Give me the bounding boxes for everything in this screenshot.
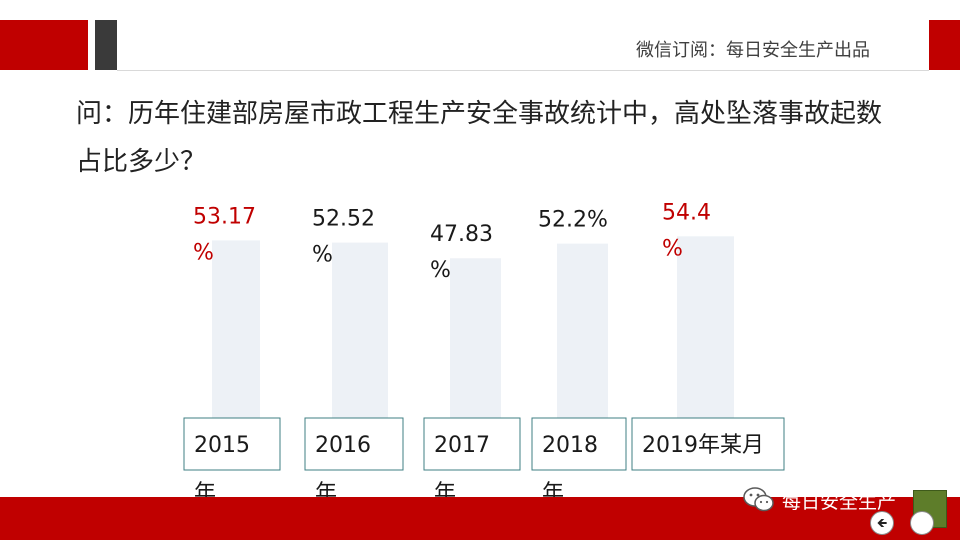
data-label-4: 54.4% [662,200,711,261]
category-box-4 [631,417,785,471]
watermark-text: 每日安全生产 [782,490,897,513]
wechat-icon [743,487,774,512]
bar-2 [450,258,501,418]
footer-band [0,497,960,540]
data-label-1: 52.52% [312,207,375,268]
data-label-2: 47.83% [430,222,493,283]
header-red-block-right [929,20,960,70]
header-divider [117,70,929,71]
watermark: 每日安全生产 [742,485,896,515]
category-box-1 [304,417,404,471]
header-subscription-text: 微信订阅：每日安全生产出品 [636,40,870,61]
bar-4 [677,236,734,418]
prev-slide-button[interactable]: 🡸 [870,511,894,535]
data-label-0: 53.17% [193,204,256,265]
prev-arrow-icon: 🡸 [876,515,888,531]
next-slide-button[interactable] [910,511,934,535]
header-red-block-left [0,20,88,70]
question-text: 问：历年住建部房屋市政工程生产安全事故统计中，高处坠落事故起数占比多少？ [76,99,883,177]
category-box-3 [531,417,627,471]
category-box-2 [423,417,521,471]
bar-1 [332,242,388,418]
category-label-4: 2019年某月 [642,433,764,458]
bar-3 [557,243,608,418]
bar-0 [212,240,260,418]
category-box-0 [183,417,281,471]
header-gray-block [95,20,117,70]
data-label-3: 52.2% [538,208,608,233]
